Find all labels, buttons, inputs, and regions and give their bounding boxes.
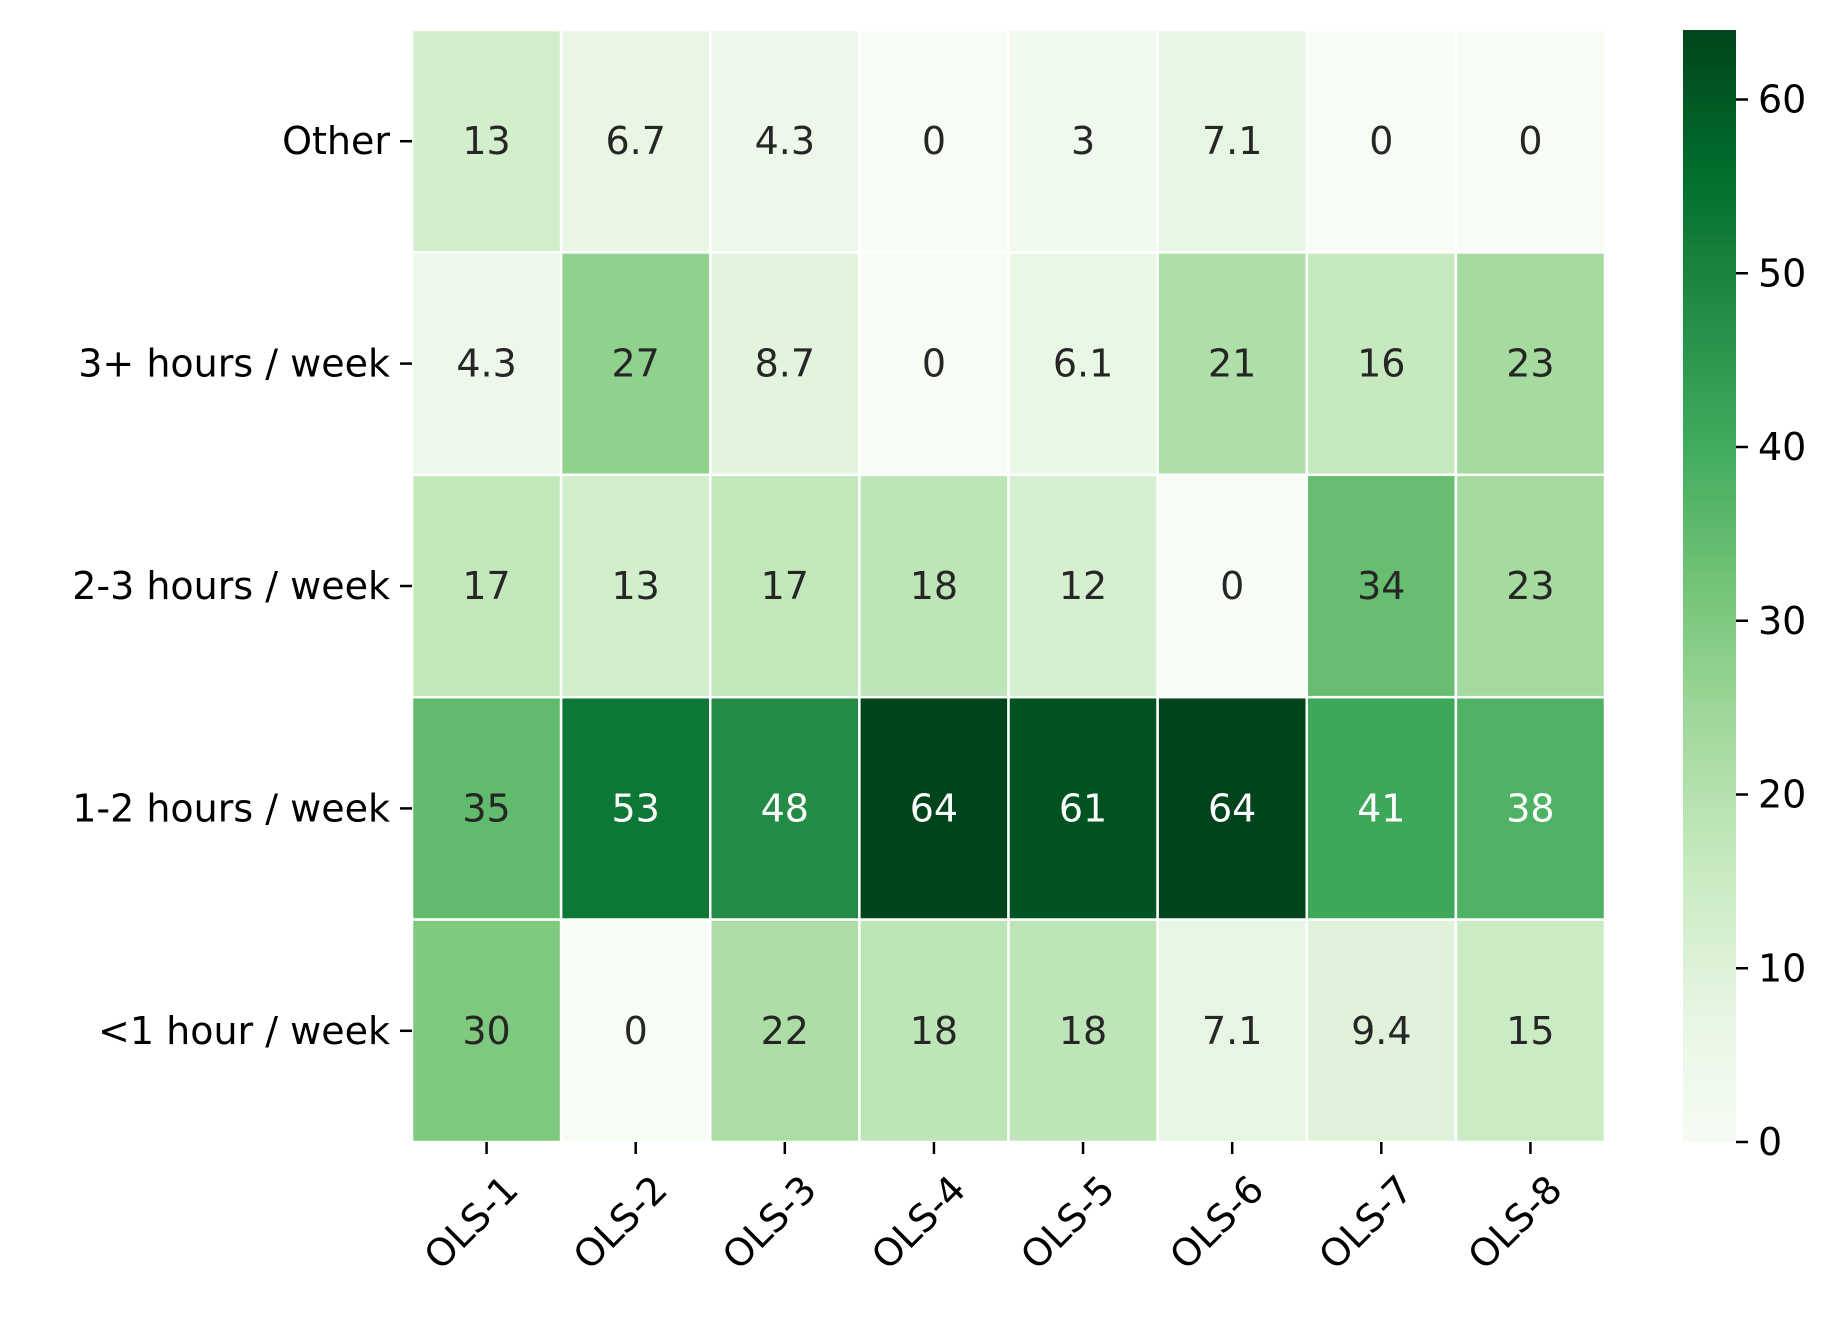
heatmap-cell-label: 0: [1369, 119, 1393, 163]
colorbar-tick-label: 20: [1758, 773, 1806, 817]
x-tick-label: OLS-6: [1161, 1167, 1272, 1278]
heatmap-cell-label: 13: [612, 564, 660, 608]
heatmap-cell: [1007, 473, 1159, 699]
x-tick-label: OLS-8: [1460, 1167, 1571, 1278]
heatmap-cell-label: 18: [910, 1009, 958, 1053]
heatmap-cell: [410, 28, 563, 254]
heatmap-cell: [858, 695, 1010, 921]
y-axis: Other 3+ hours / week 2-3 hours / week 1-2 …: [72, 119, 412, 1053]
heatmap-cell: [709, 28, 861, 254]
colorbar-tick-label: 50: [1758, 251, 1806, 295]
heatmap-cell: [1156, 28, 1308, 254]
heatmap-cell-label: 27: [612, 342, 660, 386]
y-tick-label: Other: [282, 119, 390, 163]
heatmap-cell-label: 48: [761, 786, 809, 830]
heatmap-cell: [559, 473, 712, 699]
heatmap-cell: [709, 473, 861, 699]
x-tick-label: OLS-5: [1012, 1167, 1123, 1278]
heatmap-cell: [1454, 251, 1607, 477]
heatmap-cell-label: 13: [462, 119, 510, 163]
x-tick-label: OLS-7: [1310, 1167, 1421, 1278]
heatmap-cell-label: 0: [922, 342, 946, 386]
heatmap-cell: [1156, 251, 1308, 477]
heatmap-cell-label: 23: [1506, 342, 1554, 386]
heatmap-cell: [1007, 918, 1159, 1144]
colorbar-gradient: [1683, 30, 1736, 1142]
heatmap-cell: [709, 918, 861, 1144]
heatmap-cell-label: 41: [1357, 786, 1405, 830]
heatmap-cell-label: 9.4: [1351, 1009, 1411, 1053]
heatmap-cell: [858, 28, 1010, 254]
colorbar-tick-label: 60: [1758, 78, 1806, 122]
heatmap-cells: [410, 28, 1607, 1144]
heatmap-cell-label: 4.3: [755, 119, 815, 163]
heatmap-cell-label: 0: [1220, 564, 1244, 608]
heatmap-cell-label: 34: [1357, 564, 1405, 608]
heatmap-cell-label: 61: [1059, 786, 1107, 830]
heatmap-cell-label: 8.7: [755, 342, 815, 386]
y-tick-label: <1 hour / week: [98, 1009, 390, 1053]
y-tick-label: 3+ hours / week: [78, 342, 390, 386]
x-axis: OLS-1 OLS-2 OLS-3 OLS-4 OLS-5 OLS-6 OLS-7 OLS-8: [416, 1142, 1571, 1278]
heatmap-cell-label: 7.1: [1202, 1009, 1262, 1053]
y-tick-label: 2-3 hours / week: [72, 564, 390, 608]
heatmap-cell: [858, 918, 1010, 1144]
heatmap-cell: [559, 251, 712, 477]
heatmap-cell: [1454, 473, 1607, 699]
heatmap-cell-label: 64: [1208, 786, 1256, 830]
heatmap-cell-label: 23: [1506, 564, 1554, 608]
colorbar-tick-label: 0: [1758, 1120, 1782, 1164]
heatmap-cell-label: 30: [462, 1009, 510, 1053]
heatmap-cell: [1305, 695, 1458, 921]
heatmap-cell-label: 15: [1506, 1009, 1554, 1053]
heatmap-cell-labels: 13 6.7 4.3 0 3 7.1 0 0 4.3 27 8.7 0 6.1 21 16 23 17 13 17 1…: [456, 119, 1554, 1053]
heatmap-cell-label: 0: [1518, 119, 1542, 163]
heatmap-cell: [1454, 28, 1607, 254]
heatmap-cell: [709, 695, 861, 921]
heatmap-cell: [1454, 918, 1607, 1144]
heatmap-cell: [858, 473, 1010, 699]
heatmap-cell-label: 12: [1059, 564, 1107, 608]
heatmap-cell-label: 18: [1059, 1009, 1107, 1053]
heatmap-cell: [1007, 695, 1159, 921]
colorbar-tick-label: 10: [1758, 946, 1806, 990]
heatmap-cell-label: 7.1: [1202, 119, 1262, 163]
x-tick-label: OLS-4: [863, 1167, 974, 1278]
heatmap-cell-label: 0: [624, 1009, 648, 1053]
heatmap-cell: [1156, 473, 1308, 699]
heatmap-cell-label: 16: [1357, 342, 1405, 386]
heatmap-cell-label: 0: [922, 119, 946, 163]
heatmap-cell-label: 4.3: [456, 342, 516, 386]
heatmap-cell-label: 18: [910, 564, 958, 608]
colorbar-tick-label: 30: [1758, 599, 1806, 643]
heatmap-cell-label: 17: [761, 564, 809, 608]
colorbar: 0 10 20 30 40 50 60: [1683, 30, 1806, 1164]
heatmap-cell: [410, 695, 563, 921]
heatmap-cell: [559, 28, 712, 254]
heatmap-cell: [1156, 918, 1308, 1144]
heatmap-cell-label: 6.7: [605, 119, 665, 163]
heatmap-cell-label: 6.1: [1053, 342, 1113, 386]
heatmap-cell-label: 22: [761, 1009, 809, 1053]
heatmap-cell-label: 17: [462, 564, 510, 608]
heatmap-cell: [1305, 918, 1458, 1144]
heatmap-cell-label: 38: [1506, 786, 1554, 830]
y-tick-label: 1-2 hours / week: [72, 786, 390, 830]
heatmap-cell-label: 3: [1071, 119, 1095, 163]
heatmap-cell-label: 64: [910, 786, 958, 830]
heatmap-cell-label: 21: [1208, 342, 1256, 386]
colorbar-tick-label: 40: [1758, 425, 1806, 469]
heatmap-cell-label: 53: [612, 786, 660, 830]
heatmap-cell: [1305, 473, 1458, 699]
x-tick-label: OLS-2: [565, 1167, 676, 1278]
heatmap-cell-label: 35: [462, 786, 510, 830]
x-tick-label: OLS-1: [416, 1167, 527, 1278]
heatmap-cell: [858, 251, 1010, 477]
x-tick-label: OLS-3: [714, 1167, 825, 1278]
